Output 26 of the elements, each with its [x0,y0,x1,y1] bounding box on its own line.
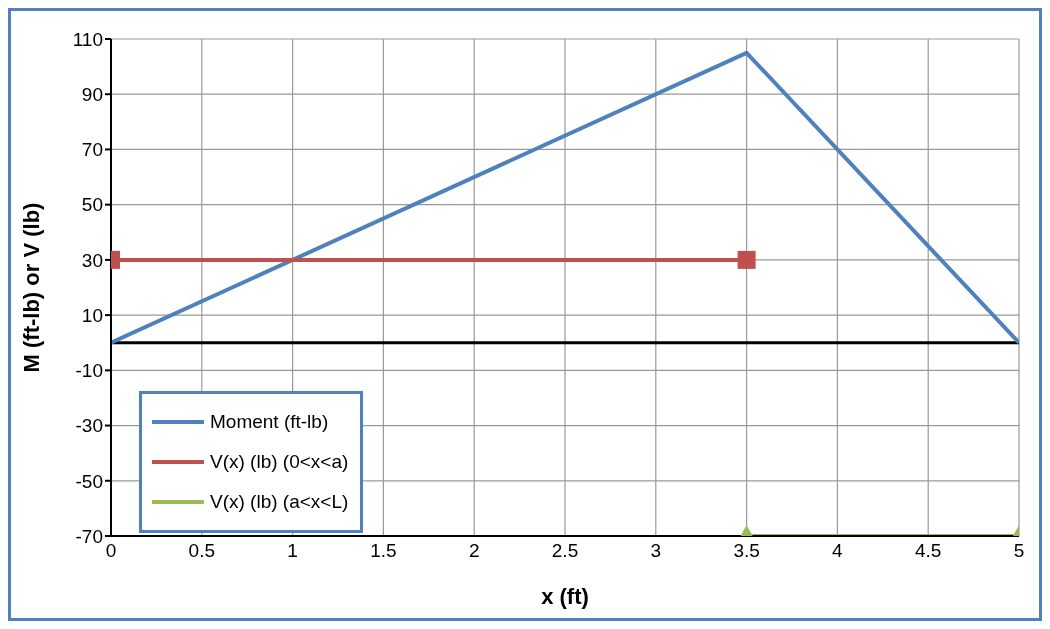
x-tick-label: 1.5 [370,540,397,562]
y-tick-label: 90 [81,83,103,105]
y-tick-label: -10 [75,360,103,382]
y-tick-label: -30 [75,415,103,437]
x-tick-label: 4.5 [914,540,942,562]
x-tick-label: 3.5 [733,540,760,562]
x-tick-label: 2.5 [551,540,579,562]
x-tick-label: 0.5 [188,540,216,562]
y-axis-title: M (ft-lb) or V (lb) [18,202,44,373]
y-tick-label: 70 [81,139,103,161]
legend-label: V(x) (lb) (a<x<L) [210,491,349,513]
y-tick-label: -50 [75,470,103,492]
y-tick-label: 10 [81,304,103,326]
y-tick-label: -70 [75,525,103,547]
x-tick-label: 2 [468,540,480,562]
x-axis-title: x (ft) [541,584,589,609]
y-tick-label: 110 [72,28,103,50]
y-tick-label: 50 [81,194,103,216]
x-tick-label: 4 [832,540,844,562]
legend-label: Moment (ft-lb) [210,411,329,433]
legend-label: V(x) (lb) (0<x<a) [210,451,349,473]
x-tick-label: 1 [287,540,298,562]
y-tick-label: 30 [81,249,103,271]
x-tick-label: 3 [650,540,662,562]
x-tick-label: 5 [1013,540,1025,562]
x-tick-label: 0 [105,540,117,562]
